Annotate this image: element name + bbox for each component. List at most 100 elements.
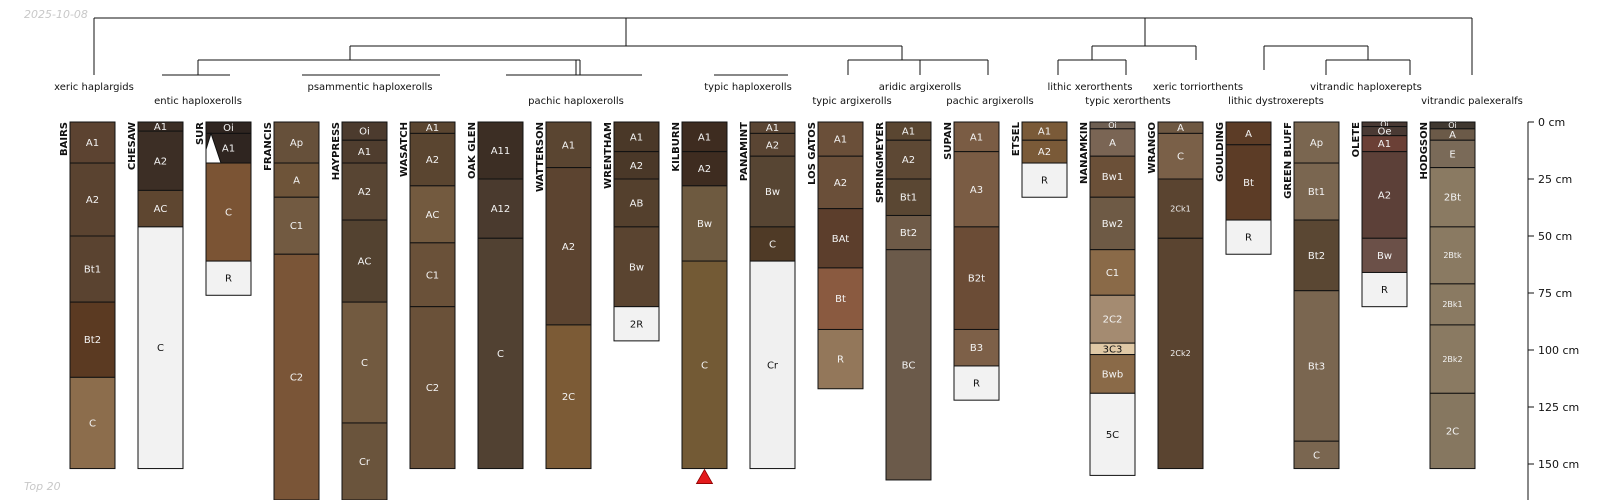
profile-name-label: FRANCIS: [263, 122, 274, 171]
horizon-label: A1: [222, 144, 235, 155]
horizon-label: Bt1: [900, 193, 917, 204]
profile-name-label: LOS GATOS: [807, 122, 818, 185]
horizon-block: [1361, 151, 1408, 239]
horizon-label: C: [1313, 450, 1320, 461]
horizon-label: Bt: [835, 294, 846, 305]
horizon-block: [817, 121, 864, 157]
horizon-block: [409, 306, 456, 470]
horizon-label: A1: [766, 123, 779, 134]
profile-name-label: GREEN BLUFF: [1283, 122, 1294, 199]
horizon-block: [613, 306, 660, 342]
horizon-label: A1: [358, 147, 371, 158]
horizon-label: A1: [970, 132, 983, 143]
dendrogram-tip-label: xeric haplargids: [54, 82, 134, 93]
horizon-block: [885, 214, 932, 251]
horizon-block: [69, 301, 116, 378]
depth-axis-tick-label: 125 cm: [1538, 401, 1579, 414]
profile-name-label: NANAMKIN: [1079, 122, 1090, 184]
horizon-label: Bw2: [1102, 219, 1123, 230]
horizon-label: Cr: [767, 360, 779, 371]
soil-profile: WASATCH A1 A2 AC C1 C2: [399, 121, 456, 470]
horizon-label: Bt: [1243, 178, 1254, 189]
dendrogram-tip-label: entic haploxerolls: [154, 96, 242, 107]
horizon-block: [137, 226, 184, 470]
horizon-label: 2R: [630, 319, 643, 330]
depth-axis-tick-label: 100 cm: [1538, 344, 1579, 357]
horizon-block: [817, 155, 864, 210]
depth-axis-tick-label: 0 cm: [1538, 116, 1565, 129]
horizon-label: Oi: [1108, 121, 1117, 130]
horizon-label: Oi: [359, 127, 370, 138]
profile-name-label: WATTERSON: [535, 122, 546, 192]
horizon-label: A2: [1038, 147, 1051, 158]
date-label: 2025-10-08: [24, 8, 88, 21]
horizon-label: C: [225, 208, 232, 219]
depth-axis-tick-label: 50 cm: [1538, 230, 1572, 243]
horizon-block: [409, 185, 456, 244]
soil-profile: OAK GLEN A11 A12 C: [467, 121, 524, 470]
horizon-block: [1225, 144, 1272, 221]
horizon-label: Ap: [290, 138, 303, 149]
horizon-label: Bt3: [1308, 361, 1325, 372]
horizon-block: [1021, 162, 1068, 198]
horizon-label: 2Btk: [1443, 251, 1462, 260]
horizon-block: [749, 155, 796, 228]
horizon-label: 5C: [1106, 430, 1119, 441]
horizon-label: Oi: [1380, 120, 1389, 129]
horizon-label: Bt1: [84, 265, 101, 276]
horizon-block: [545, 324, 592, 470]
soil-profile: WATTERSON A1 A2 2C: [535, 121, 592, 470]
horizon-block: [1429, 324, 1476, 394]
dendrogram-tip-label: aridic argixerolls: [879, 82, 962, 93]
horizon-block: [341, 301, 388, 424]
soil-profile: CHESAW A1 A2 AC C: [127, 121, 184, 470]
horizon-label: AB: [630, 198, 644, 209]
horizon-block: [137, 130, 184, 191]
horizon-block: [341, 422, 388, 500]
horizon-block: [885, 139, 932, 180]
horizon-label: A2: [630, 161, 643, 172]
profile-name-label: SPRINGMEYER: [875, 122, 886, 203]
soil-profile: SPRINGMEYER A1 A2 Bt1 Bt2 BC: [875, 121, 932, 481]
horizon-label: Bw: [629, 262, 644, 273]
horizon-block: [273, 253, 320, 500]
horizon-label: R: [1381, 285, 1388, 296]
profile-name-label: ETSEL: [1011, 121, 1022, 156]
dendrogram-tip-label: vitrandic haploxerepts: [1310, 82, 1422, 93]
horizon-block: [69, 162, 116, 237]
soil-profile: LOS GATOS A1 A2 BAt Bt R: [807, 121, 864, 390]
horizon-label: A1: [902, 127, 915, 138]
horizon-label: C: [89, 418, 96, 429]
horizon-label: AC: [358, 257, 372, 268]
horizon-block: [681, 185, 728, 262]
horizon-block: [1293, 440, 1340, 470]
horizon-label: 2C2: [1103, 315, 1123, 326]
dendrogram-tip-label: xeric torriorthents: [1153, 82, 1243, 93]
horizon-label: Bt2: [900, 228, 917, 239]
horizon-block: [1157, 132, 1204, 180]
horizon-label: A1: [426, 123, 439, 134]
profile-name-label: OLETE: [1351, 122, 1362, 158]
horizon-label: C1: [1106, 268, 1119, 279]
horizon-label: A1: [562, 140, 575, 151]
horizon-label: A2: [154, 156, 167, 167]
profile-name-label: HODGSON: [1419, 122, 1430, 179]
horizon-label: A1: [834, 135, 847, 146]
horizon-block: [613, 121, 660, 153]
horizon-label: A1: [154, 122, 167, 133]
horizon-block: [953, 365, 1000, 401]
horizon-block: [1361, 271, 1408, 308]
horizon-label: Bw: [1377, 251, 1392, 262]
dendrogram: [93, 17, 1473, 76]
horizon-label: B2t: [968, 274, 985, 285]
horizon-block: [545, 121, 592, 169]
horizon-label: A2: [834, 178, 847, 189]
horizon-label: A11: [491, 146, 511, 157]
horizon-label: R: [837, 355, 844, 366]
horizon-block: [69, 376, 116, 470]
horizon-label: C2: [426, 383, 439, 394]
horizon-block: [1089, 196, 1136, 251]
